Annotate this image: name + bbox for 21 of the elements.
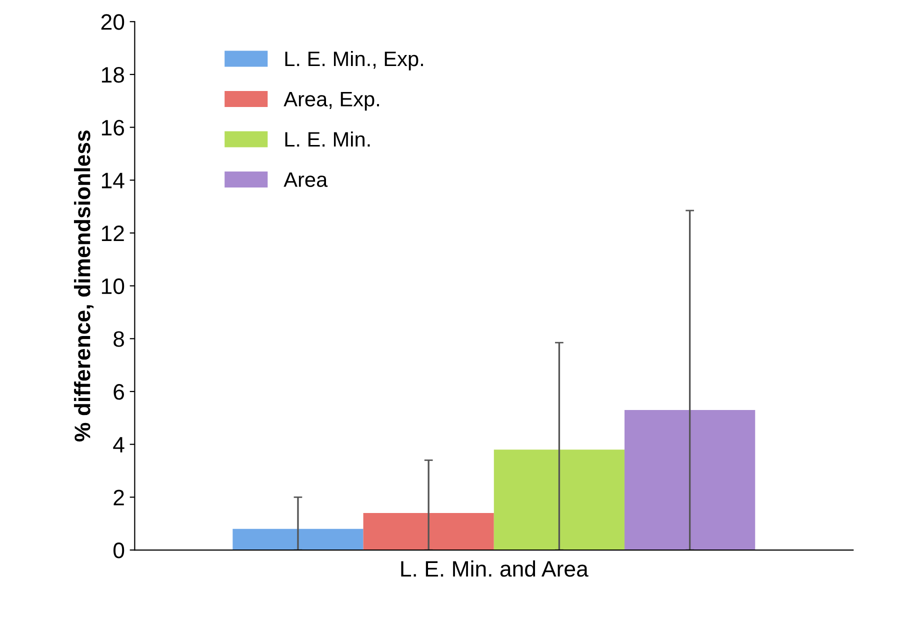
y-tick-label: 0 xyxy=(113,542,124,558)
y-tick-label: 6 xyxy=(114,384,124,400)
y-axis-title: % difference, dimendsionless xyxy=(74,130,94,442)
y-tick-label: 8 xyxy=(114,331,124,347)
x-axis-title: L. E. Min. and Area xyxy=(401,560,588,577)
bar xyxy=(232,528,364,550)
legend-label: Area xyxy=(284,172,328,188)
y-tick-label: 12 xyxy=(102,226,124,242)
y-tick-label: 18 xyxy=(102,67,124,83)
y-tick-label: 4 xyxy=(113,437,124,452)
y-tick-label: 14 xyxy=(102,172,124,188)
y-tick-label: 16 xyxy=(102,120,124,136)
y-tick-label: 10 xyxy=(102,278,124,294)
bar xyxy=(494,450,625,550)
legend-label: L. E. Min. xyxy=(285,131,370,147)
legend-label: Area, Exp. xyxy=(284,92,379,111)
bar xyxy=(363,513,494,550)
bar xyxy=(624,410,756,550)
y-tick-label: 2 xyxy=(114,490,124,506)
y-tick-label: 20 xyxy=(101,14,124,30)
legend-label: L. E. Min., Exp. xyxy=(285,50,423,70)
